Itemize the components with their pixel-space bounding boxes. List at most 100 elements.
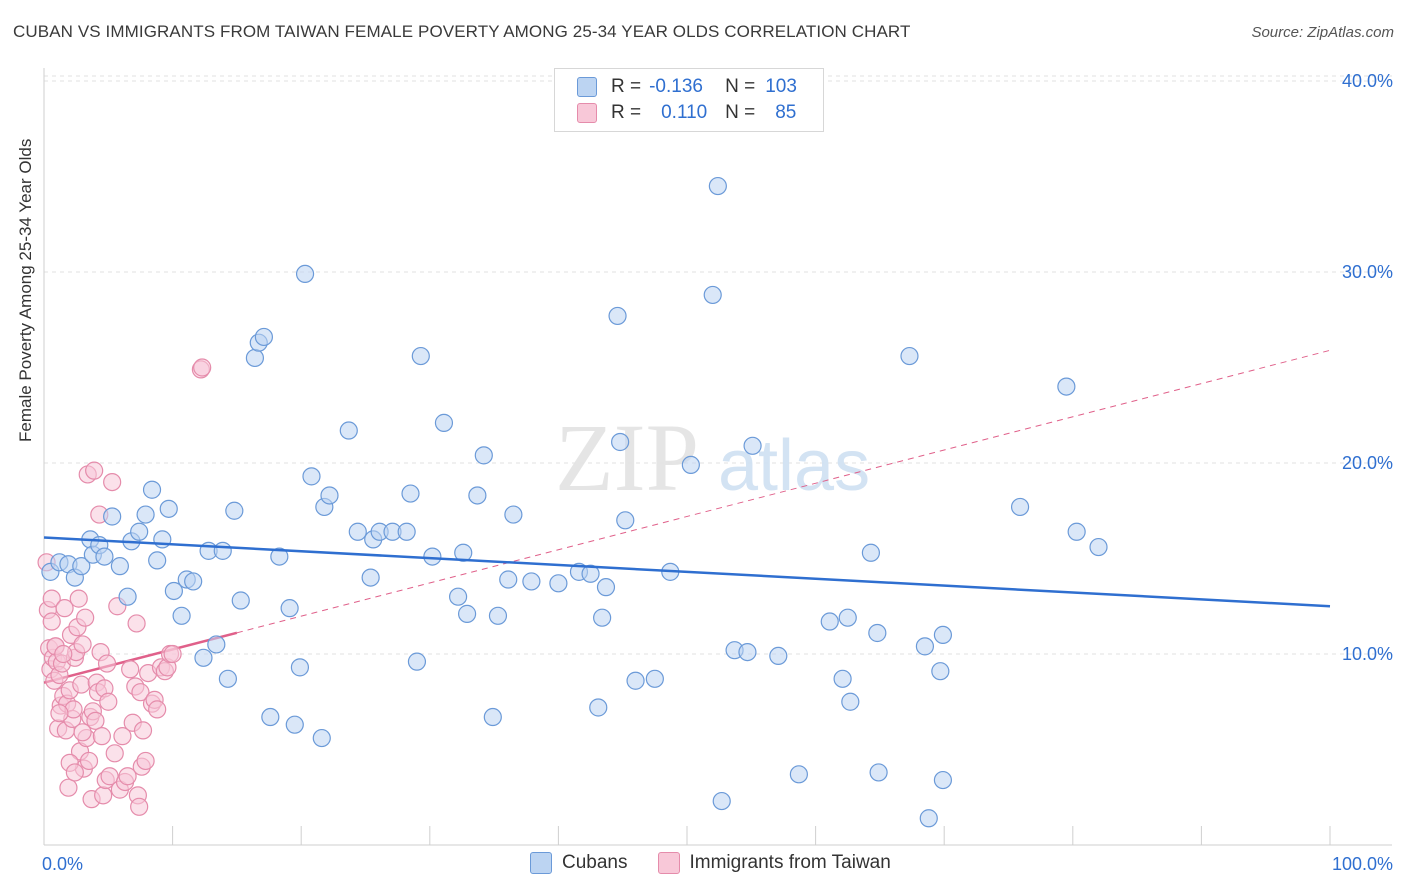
point-cuban [712,791,731,811]
point-cuban [302,467,321,486]
trend-line-taiwan-dashed [236,349,1331,634]
point-cuban [320,486,339,505]
point-taiwan [85,461,104,480]
points-taiwan [37,358,212,816]
stats-legend: R = -0.136 N = 103 R = 0.110 N = 85 [554,68,824,132]
point-cuban [468,486,487,505]
point-taiwan [72,675,91,694]
point-cuban [616,511,635,530]
legend-swatch-cubans [530,852,552,874]
point-cuban [194,648,213,667]
point-taiwan [86,711,105,730]
point-cuban [838,608,857,627]
legend-r-label: R = [611,76,642,97]
point-cuban [172,606,191,625]
point-cuban [213,541,232,560]
point-taiwan [163,644,182,664]
point-taiwan [121,660,140,679]
legend-item-taiwan: Immigrants from Taiwan [657,852,891,874]
point-cuban [312,728,331,748]
point-cuban [789,765,808,784]
axes [43,68,1392,846]
point-cuban [110,557,129,576]
point-cuban [457,604,477,623]
point-cuban [738,642,757,662]
point-cuban [348,522,367,541]
point-cuban [626,671,645,690]
point-cuban [142,480,162,499]
trend-line-cubans [43,536,1331,608]
y-tick-label: 20.0% [1342,453,1393,473]
source-label: Source: ZipAtlas.com [1251,24,1394,41]
point-cuban [423,547,442,566]
legend-label-taiwan: Immigrants from Taiwan [689,852,891,873]
point-taiwan [42,612,61,631]
point-cuban [611,432,630,452]
watermark-zip: ZIP [555,404,699,511]
legend-r-value-taiwan: 0.110 [661,102,708,123]
point-cuban [1067,522,1086,541]
point-cuban [218,669,237,688]
legend-item-cubans: Cubans [530,852,628,874]
points-cubans [41,176,1108,828]
point-cuban [1010,497,1030,517]
point-taiwan [131,683,150,702]
point-cuban [581,564,600,583]
y-tick-label: 30.0% [1342,262,1393,282]
point-taiwan [76,608,95,627]
series-legend: Cubans Immigrants from Taiwan [530,852,921,874]
point-cuban [608,306,627,326]
point-cuban [72,557,91,576]
x-tick-label: 0.0% [42,854,83,874]
chart-title: CUBAN VS IMMIGRANTS FROM TAIWAN FEMALE P… [13,22,911,41]
point-cuban [681,455,700,475]
point-cuban [869,763,888,782]
y-axis-label-wrap: Female Poverty Among 25-34 Year Olds [16,139,36,442]
point-cuban [148,551,167,570]
point-taiwan [103,473,122,492]
point-cuban [861,543,880,562]
legend-swatch-pink [577,103,597,123]
point-cuban [1089,537,1108,557]
point-cuban [184,572,203,591]
point-cuban [522,572,541,591]
watermark-atlas: atlas [718,426,870,506]
point-taiwan [79,751,99,771]
point-cuban [933,770,953,790]
point-cuban [549,574,568,593]
point-cuban [499,570,518,589]
point-cuban [703,285,722,305]
point-cuban [361,568,380,587]
point-cuban [900,346,919,366]
trend-lines-taiwan [43,349,1331,684]
legend-r-value-cubans: -0.136 [649,76,703,97]
point-cuban [841,692,860,711]
point-taiwan [65,763,84,782]
point-cuban [339,421,358,440]
point-cuban [743,436,762,455]
legend-swatch-taiwan [657,852,680,874]
point-cuban [245,348,265,368]
point-cuban [593,608,612,627]
point-taiwan [105,744,124,763]
point-cuban [868,623,887,643]
point-cuban [290,658,310,677]
point-cuban [833,669,852,688]
point-taiwan [55,599,74,618]
point-cuban [407,652,427,671]
point-cuban [1057,377,1076,396]
watermark: ZIP atlas [555,404,870,511]
legend-r-label: R = [611,102,642,123]
y-axis-label: Female Poverty Among 25-34 Year Olds [16,138,35,442]
legend-n-label: N = [725,102,756,123]
point-cuban [596,578,616,597]
legend-label-cubans: Cubans [562,852,628,873]
point-cuban [448,587,468,606]
point-cuban [159,499,178,518]
point-cuban [118,587,137,606]
point-cuban [933,625,953,645]
point-taiwan [50,704,69,723]
y-tick-label: 10.0% [1342,644,1393,664]
point-cuban [411,346,430,366]
legend-n-value-cubans: 103 [765,76,797,97]
